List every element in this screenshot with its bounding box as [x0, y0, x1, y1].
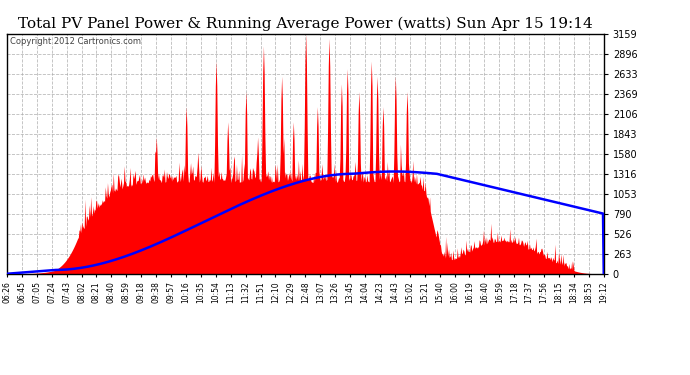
Title: Total PV Panel Power & Running Average Power (watts) Sun Apr 15 19:14: Total PV Panel Power & Running Average P…: [18, 17, 593, 31]
Text: Copyright 2012 Cartronics.com: Copyright 2012 Cartronics.com: [10, 38, 141, 46]
